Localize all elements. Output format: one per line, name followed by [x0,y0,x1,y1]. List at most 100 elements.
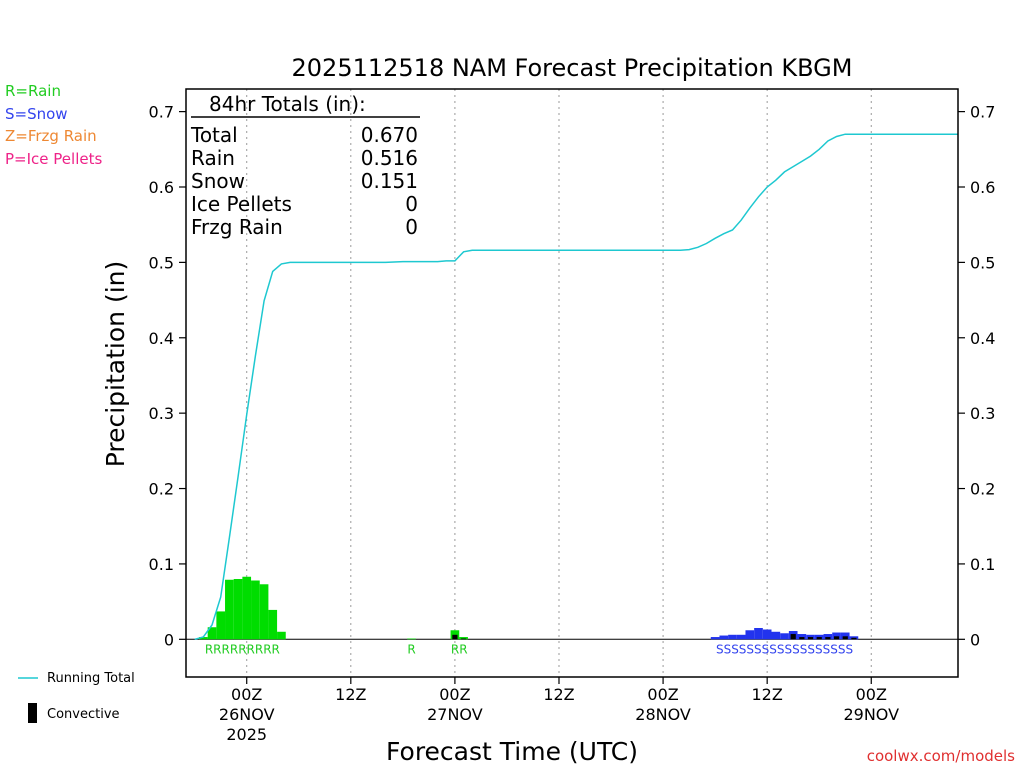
x-axis-label: Forecast Time (UTC) [386,737,638,766]
totals-row-label: Snow [191,169,245,193]
legend-snow: S=Snow [5,105,68,123]
x-tick-label: 00Z [231,685,262,704]
convective-bars-group [452,634,857,640]
y-tick-label-right: 0.4 [970,329,995,348]
convective-bar [816,637,822,640]
precip-bar [736,634,746,640]
totals-row-value: 0 [405,192,418,216]
totals-row-value: 0 [405,215,418,239]
precip-bar [780,633,789,640]
x-tick-label: 00Z [856,685,887,704]
precip-bar [225,579,234,640]
credit-text[interactable]: coolwx.com/models [867,747,1015,765]
precip-bar [832,632,841,640]
totals-row-label: Ice Pellets [191,192,292,216]
chart-title: 2025112518 NAM Forecast Precipitation KB… [292,54,853,82]
convective-bar [460,638,467,640]
precip-bar [277,631,286,640]
y-tick-label-right: 0.3 [970,404,995,423]
y-tick-label-right: 0.2 [970,480,995,499]
plot-frame [185,88,959,678]
precip-bar [719,635,729,640]
precip-bar [242,576,252,640]
convective-bar [825,637,831,640]
precip-bar [823,634,833,640]
ptype-label: RRRRRRRRR [205,642,280,656]
bars-group [199,576,859,640]
precip-bar [771,631,781,640]
y-axis-label: Precipitation (in) [101,261,130,468]
y-tick-label-right: 0.1 [970,555,995,574]
x-tick-label: 2025 [226,725,267,744]
y-tick-label-right: 0.5 [970,253,995,272]
totals-row-value: 0.516 [361,146,418,170]
precip-bar [797,634,807,640]
precip-bar [407,638,416,640]
precip-bar [233,579,243,640]
convective-bar [807,637,814,640]
running-total-line [194,133,958,641]
precip-bar [207,627,217,640]
y-tick-label-left: 0.7 [149,103,174,122]
convective-bar [851,637,857,640]
legend-rain: R=Rain [5,82,61,100]
convective-legend-label: Convective [47,707,120,722]
totals-box: 84hr Totals (in): Total 0.670 Rain 0.516 Sno… [190,92,420,239]
x-tick-label: 29NOV [843,705,899,724]
precip-bar [754,628,763,640]
totals-header: 84hr Totals (in): [209,92,366,116]
convective-bar [842,636,848,640]
running-total-legend-label: Running Total [47,671,135,686]
totals-row-label: Total [190,123,238,147]
precip-bar [268,609,278,640]
totals-row-value: 0.151 [361,169,418,193]
y-tick-label-left: 0.4 [149,329,174,348]
convective-bar [833,636,840,640]
x-tick-label: 28NOV [635,705,691,724]
precip-bar [745,630,755,640]
ptype-labels-group: RRRRRRRRR R RR SSSSSSSSSSSSSSSSSS [205,642,853,656]
totals-row-value: 0.670 [361,123,418,147]
y-axis-ticks: 0 00.1 0.10.2 0.20.3 0.30.4 0.40.5 0.50.6 0.60.… [149,103,996,650]
ptype-label: RR [451,642,468,656]
convective-bar [790,634,796,640]
x-tick-label: 00Z [647,685,678,704]
convective-bar [452,634,458,640]
y-tick-label-left: 0.1 [149,555,174,574]
gridlines [246,89,872,677]
y-tick-label-right: 0 [970,630,980,649]
x-tick-label: 00Z [439,685,470,704]
y-tick-label-right: 0.7 [970,103,995,122]
precip-bar [251,580,260,640]
x-tick-label: 12Z [335,685,366,704]
precip-bar [259,584,269,640]
x-tick-label: 12Z [543,685,574,704]
convective-legend: Convective [28,703,120,723]
ptype-label: SSSSSSSSSSSSSSSSSS [716,642,853,656]
running-total-legend: Running Total [18,671,135,686]
y-tick-label-left: 0.3 [149,404,174,423]
precip-bar [840,632,850,640]
y-tick-label-left: 0.5 [149,253,174,272]
totals-row-label: Frzg Rain [191,215,283,239]
convective-bar [799,637,805,640]
legend-ice-pellets: P=Ice Pellets [5,150,103,168]
y-tick-label-left: 0.2 [149,480,174,499]
y-tick-label-right: 0.6 [970,178,995,197]
precip-bar [728,634,737,640]
precip-bar [762,629,772,640]
precip-bar [459,637,468,640]
x-tick-label: 27NOV [427,705,483,724]
x-tick-label: 26NOV [219,705,275,724]
legend-frzg-rain: Z=Frzg Rain [5,127,97,145]
precip-bar [199,637,208,640]
convective-legend-swatch [28,703,37,723]
totals-row-label: Rain [191,146,235,170]
x-tick-label: 12Z [752,685,783,704]
precip-bar [710,637,720,640]
y-tick-label-left: 0 [164,630,174,649]
y-tick-label-left: 0.6 [149,178,174,197]
precip-bar [216,611,226,640]
